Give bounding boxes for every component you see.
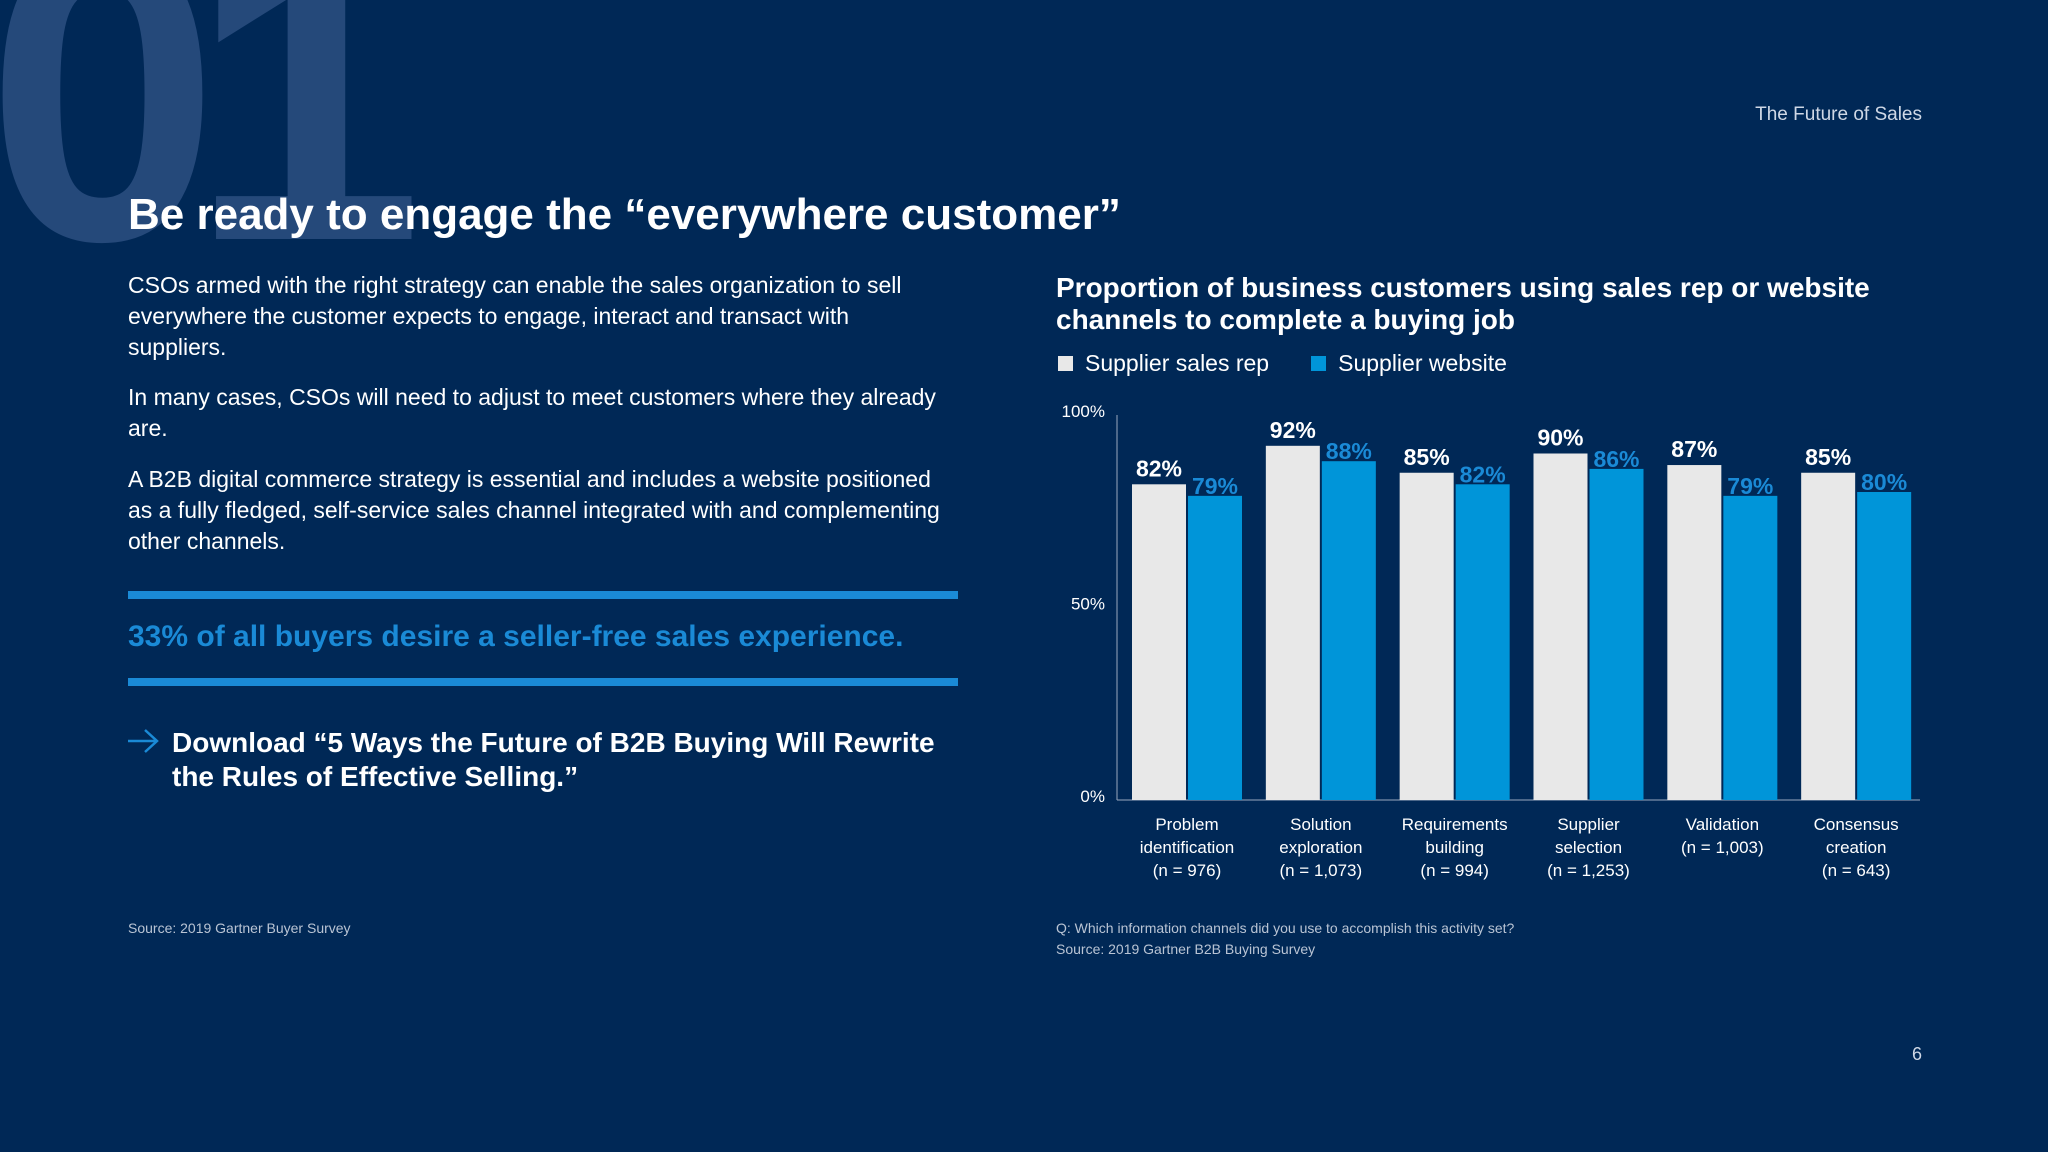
callout-bottom-rule [128,678,958,686]
arrow-right-icon[interactable] [126,728,160,754]
header-label: The Future of Sales [1755,104,1922,125]
data-label: 86% [1593,446,1639,472]
bar [1533,453,1588,800]
chart-source-note: Source: 2019 Gartner B2B Buying Survey [1056,941,1316,957]
body-paragraph-1: CSOs armed with the right strategy can e… [128,272,902,360]
y-tick-label: 0% [1080,787,1105,806]
download-link[interactable]: Download “5 Ways the Future of B2B Buyin… [172,727,935,792]
legend-swatch-website [1311,356,1327,371]
chart-question-note: Q: Which information channels did you us… [1056,920,1515,936]
data-label: 87% [1671,436,1717,462]
data-label: 79% [1727,473,1773,499]
x-tick-label: (n = 643) [1822,861,1891,880]
x-tick-label: Problem [1155,815,1218,834]
x-tick-label: (n = 976) [1153,861,1222,880]
source-note: Source: 2019 Gartner Buyer Survey [128,920,351,936]
bar [1801,472,1856,800]
bar [1723,495,1778,800]
x-tick-label: (n = 1,253) [1547,861,1630,880]
x-tick-label: Consensus [1814,815,1899,834]
x-tick-label: (n = 1,073) [1279,861,1362,880]
section-number: 01 [0,0,423,329]
y-tick-label: 50% [1071,595,1105,614]
x-tick-label: identification [1140,838,1235,857]
legend-label-sales-rep: Supplier sales rep [1085,350,1270,376]
bar [1132,484,1186,800]
data-label: 82% [1136,455,1182,481]
body-paragraph-3: A B2B digital commerce strategy is essen… [128,466,940,554]
x-tick-label: Solution [1290,815,1351,834]
bar [1455,484,1510,800]
legend-item-website: Supplier website [1311,350,1507,377]
data-label: 80% [1861,469,1907,495]
chart-legend: Supplier sales rep Supplier website [1058,350,1507,377]
page-title: Be ready to engage the “everywhere custo… [128,190,1121,239]
bar [1399,472,1454,800]
callout-top-rule [128,591,958,599]
x-tick-label: building [1425,838,1484,857]
legend-item-sales-rep: Supplier sales rep [1058,350,1269,377]
bar-chart: 0% 50% 100% 82% 79% Problem identification (n =… [1062,402,1920,880]
data-label: 90% [1537,425,1583,451]
data-label: 92% [1270,417,1316,443]
x-tick-label: (n = 994) [1420,861,1489,880]
bar [1265,445,1320,800]
x-tick-label: Requirements [1402,815,1508,834]
callout-text: 33% of all buyers desire a seller-free s… [128,620,904,653]
bar [1589,468,1644,800]
legend-swatch-sales-rep [1058,356,1073,371]
x-tick-label: Supplier [1557,815,1620,834]
legend-label-website: Supplier website [1338,350,1507,376]
page-number: 6 [1911,1044,1922,1064]
body-paragraph-2: In many cases, CSOs will need to adjust … [128,384,936,441]
bar [1667,465,1722,800]
data-label: 79% [1192,473,1238,499]
x-tick-label: selection [1555,838,1622,857]
chart-title: Proportion of business customers using s… [1056,272,1870,335]
bar [1321,461,1376,800]
data-label: 82% [1460,461,1506,487]
x-tick-label: Validation [1686,815,1759,834]
data-label: 88% [1326,438,1372,464]
bar [1857,492,1912,800]
bar [1188,495,1242,800]
y-tick-label: 100% [1062,402,1105,421]
x-tick-label: (n = 1,003) [1681,838,1764,857]
x-tick-label: exploration [1279,838,1362,857]
data-label: 85% [1404,444,1450,470]
data-label: 85% [1805,444,1851,470]
x-tick-label: creation [1826,838,1886,857]
